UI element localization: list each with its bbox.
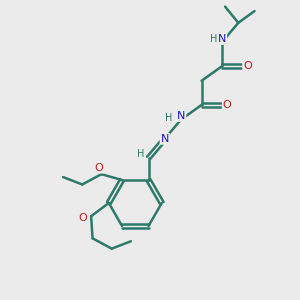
Text: N: N: [160, 134, 169, 144]
Text: O: O: [95, 163, 103, 173]
Text: O: O: [79, 213, 87, 223]
Text: H: H: [210, 34, 218, 44]
Text: H: H: [165, 113, 172, 123]
Text: H: H: [136, 149, 144, 159]
Text: O: O: [243, 61, 252, 71]
Text: O: O: [223, 100, 232, 110]
Text: N: N: [177, 111, 185, 121]
Text: N: N: [218, 34, 226, 44]
